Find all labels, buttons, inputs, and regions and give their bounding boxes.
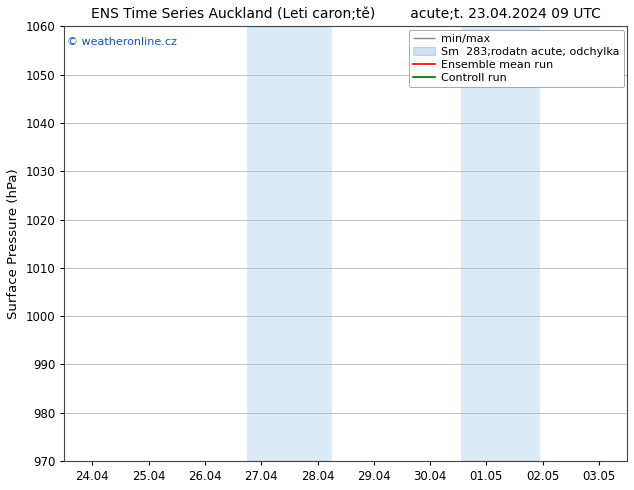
Legend: min/max, Sm  283;rodatn acute; odchylka, Ensemble mean run, Controll run: min/max, Sm 283;rodatn acute; odchylka, … [408, 29, 624, 87]
Bar [247, 26, 332, 461]
Text: © weatheronline.cz: © weatheronline.cz [67, 37, 177, 47]
Y-axis label: Surface Pressure (hPa): Surface Pressure (hPa) [7, 169, 20, 319]
Bar [461, 26, 540, 461]
Title: ENS Time Series Auckland (Leti caron;tě)        acute;t. 23.04.2024 09 UTC: ENS Time Series Auckland (Leti caron;tě)… [91, 7, 600, 21]
